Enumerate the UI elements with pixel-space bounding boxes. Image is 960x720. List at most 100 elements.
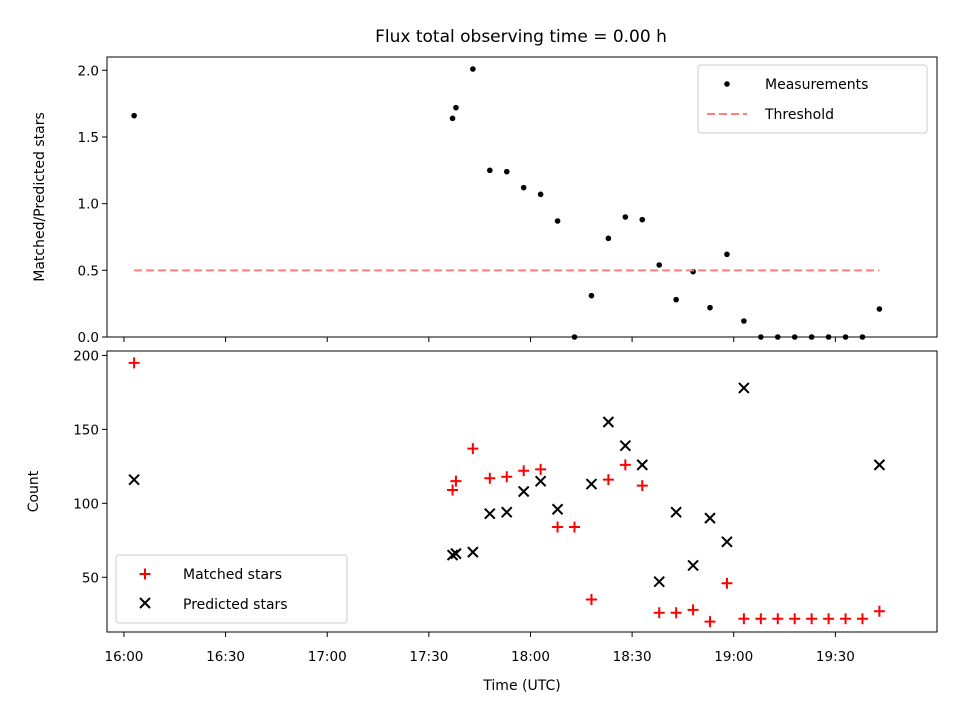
measurements-point bbox=[605, 235, 612, 242]
star-count-panel: 50 100 150 200 16:00 16:30 17:00 17:30 18:00 18:3… bbox=[26, 348, 938, 694]
predicted-stars-point bbox=[653, 576, 665, 588]
x-tick-label: 18:00 bbox=[511, 649, 550, 665]
x-tick-label: 17:00 bbox=[308, 649, 347, 665]
matched-stars-point bbox=[806, 613, 818, 625]
measurements-point bbox=[639, 216, 646, 223]
predicted-stars-point bbox=[128, 473, 140, 486]
matched-stars-point bbox=[447, 484, 459, 496]
matched-stars-point bbox=[670, 607, 682, 619]
matched-stars-point bbox=[636, 480, 648, 492]
measurements-point bbox=[537, 191, 544, 198]
predicted-stars-point bbox=[484, 507, 496, 520]
measurements-point bbox=[724, 251, 730, 258]
predicted-stars-point bbox=[619, 439, 632, 452]
matched-stars-point bbox=[653, 607, 665, 619]
y-tick-label: 1.0 bbox=[78, 197, 99, 213]
matched-stars-point bbox=[450, 475, 462, 487]
measurements-point bbox=[656, 262, 663, 268]
y-tick-label: 200 bbox=[73, 348, 99, 364]
matched-stars-point bbox=[552, 521, 564, 533]
predicted-stars-point bbox=[501, 506, 513, 518]
predicted-stars-point bbox=[636, 459, 648, 471]
measurements-point bbox=[554, 218, 561, 224]
y-axis-label: Count bbox=[26, 470, 42, 512]
measurements-point bbox=[588, 292, 595, 299]
matched-stars-point bbox=[823, 613, 835, 625]
matched-stars-point bbox=[738, 613, 750, 625]
legend-measurements-marker bbox=[724, 81, 730, 87]
matched-stars-point bbox=[602, 474, 614, 486]
y-tick-label: 1.5 bbox=[78, 130, 99, 146]
x-tick-label: 16:30 bbox=[206, 649, 245, 665]
predicted-stars-point bbox=[467, 546, 479, 558]
matched-stars-point bbox=[721, 577, 733, 589]
measurements-point bbox=[876, 306, 883, 312]
measurements-point bbox=[503, 168, 510, 175]
matched-stars-point bbox=[789, 613, 801, 625]
predicted-stars-point bbox=[670, 506, 682, 518]
matched-stars-point bbox=[687, 604, 699, 616]
legend-predicted-label: Predicted stars bbox=[183, 597, 288, 613]
x-tick-label: 16:00 bbox=[104, 649, 143, 665]
measurements-point bbox=[470, 66, 476, 72]
measurements-point bbox=[707, 304, 713, 311]
legend-measurements-label: Measurements bbox=[765, 77, 868, 93]
predicted-stars-point bbox=[517, 485, 530, 498]
measurements-point bbox=[825, 334, 832, 340]
matched-stars-point bbox=[484, 472, 496, 484]
measurements-point bbox=[453, 104, 459, 111]
x-axis-label: Time (UTC) bbox=[482, 678, 560, 694]
measurements-point bbox=[622, 214, 629, 220]
x-tick-label: 19:00 bbox=[714, 649, 753, 665]
predicted-stars-point bbox=[873, 459, 886, 471]
predicted-stars-point bbox=[721, 536, 733, 548]
legend-matched-marker bbox=[139, 568, 151, 580]
x-tick-label: 19:30 bbox=[816, 649, 855, 665]
predicted-stars-point bbox=[534, 475, 547, 487]
measurements-point bbox=[859, 334, 866, 340]
y-tick-label: 50 bbox=[82, 570, 99, 586]
legend-box bbox=[115, 554, 348, 624]
matched-stars-point bbox=[518, 465, 530, 477]
measurements-point bbox=[131, 112, 137, 119]
matched-stars-point bbox=[856, 613, 868, 625]
measurements-point bbox=[842, 334, 849, 340]
y-tick-label: 0.0 bbox=[78, 330, 99, 346]
predicted-stars-point bbox=[551, 503, 564, 515]
flux-ratio-panel: 0.0 0.5 1.0 1.5 2.0 Matched/Predicted stars Me… bbox=[32, 56, 938, 346]
measurements-point bbox=[758, 334, 764, 340]
matched-stars-point bbox=[585, 593, 597, 605]
matched-stars-point bbox=[569, 521, 581, 533]
measurements-point bbox=[791, 334, 798, 340]
axes-frame bbox=[106, 350, 938, 633]
matched-stars-point bbox=[873, 605, 885, 617]
matched-stars-point bbox=[755, 613, 767, 625]
legend-box bbox=[697, 64, 928, 134]
y-tick-label: 0.5 bbox=[78, 263, 99, 279]
legend-threshold-label: Threshold bbox=[764, 107, 834, 123]
chart-title: Flux total observing time = 0.00 h bbox=[375, 27, 667, 47]
x-tick-label: 17:30 bbox=[409, 649, 448, 665]
measurements-point bbox=[571, 334, 578, 340]
legend-matched-label: Matched stars bbox=[183, 567, 282, 583]
predicted-stars-point bbox=[738, 382, 750, 394]
axes-frame bbox=[106, 56, 938, 338]
matched-stars-point bbox=[772, 613, 784, 625]
predicted-stars-point bbox=[450, 547, 462, 560]
y-tick-label: 2.0 bbox=[78, 63, 99, 79]
matched-stars-point bbox=[840, 613, 852, 625]
measurements-point bbox=[774, 334, 781, 340]
measurements-point bbox=[673, 296, 679, 303]
measurements-point bbox=[808, 334, 815, 340]
matched-stars-point bbox=[535, 463, 547, 475]
predicted-stars-point bbox=[446, 549, 459, 561]
x-tick-label: 18:30 bbox=[613, 649, 652, 665]
matched-stars-point bbox=[619, 459, 631, 471]
y-axis-label: Matched/Predicted stars bbox=[32, 112, 48, 282]
measurements-point bbox=[520, 184, 527, 191]
measurements-point bbox=[449, 115, 456, 122]
predicted-stars-point bbox=[585, 478, 598, 490]
matched-stars-point bbox=[128, 357, 140, 369]
measurements-point bbox=[487, 167, 493, 174]
